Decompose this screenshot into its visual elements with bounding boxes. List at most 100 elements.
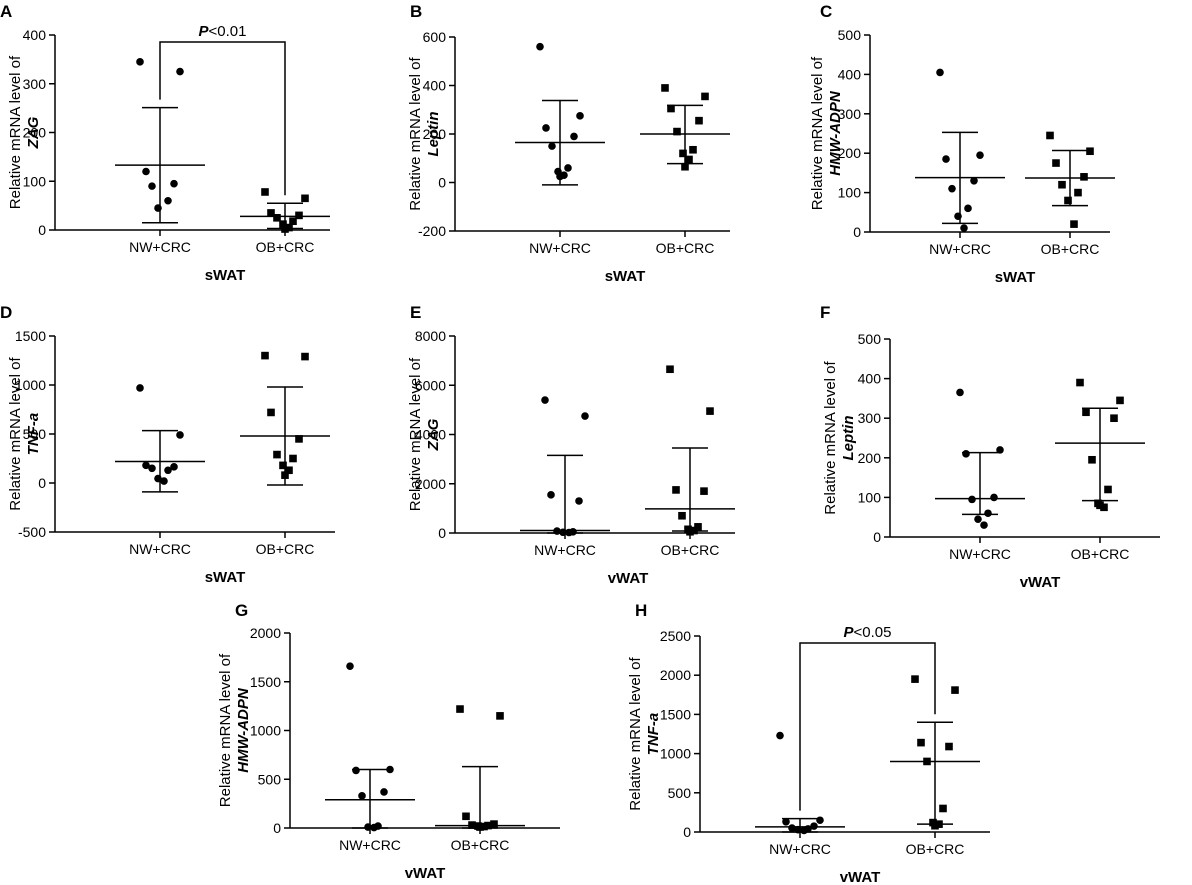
data-point (386, 765, 394, 774)
data-point (295, 211, 303, 220)
data-point (968, 495, 976, 504)
data-point (267, 209, 275, 217)
y-axis-gene-label: TNF-a (25, 413, 42, 456)
y-tick-label: 400 (423, 78, 447, 94)
data-point (695, 116, 703, 125)
series-nw-crc (515, 42, 605, 186)
data-point (289, 217, 297, 226)
data-point (931, 821, 939, 830)
y-axis-label: Relative mRNA level of (217, 653, 234, 807)
data-point (176, 67, 184, 76)
data-point (261, 188, 269, 196)
data-point (776, 731, 784, 740)
y-tick-label: 2000 (660, 667, 691, 683)
y-tick-label: 200 (23, 125, 47, 141)
data-point (279, 461, 287, 470)
y-axis-gene-label: Leptin (425, 112, 442, 157)
data-point (996, 446, 1004, 454)
x-axis-label: vWAT (608, 570, 649, 587)
significance-bracket (159, 41, 286, 196)
significance-value: <0.01 (209, 23, 247, 40)
y-tick-label: 1500 (15, 328, 46, 344)
y-tick-label: 0 (38, 475, 46, 491)
panel-A: A 0 100 200 300 400 NW+CRC OB+CRC sWAT Relative m… (0, 2, 330, 284)
panel-F: F 0 100 200 300 400 500 NW+CRC OB+CRC vWAT Relativ… (820, 303, 1160, 591)
data-point (358, 792, 366, 800)
x-tick-label: NW+CRC (129, 239, 191, 255)
panel-letter: F (820, 303, 830, 322)
data-point (1082, 408, 1090, 417)
data-point (285, 466, 293, 475)
y-axis-gene-label: HMW-ADPN (827, 90, 844, 176)
data-point (1070, 220, 1078, 228)
x-tick-label: OB+CRC (256, 239, 315, 255)
y-axis-label: Relative mRNA level of (7, 55, 24, 209)
data-point (1088, 455, 1096, 464)
series-nw-crc (915, 68, 1005, 232)
data-point (672, 486, 680, 494)
data-point (456, 705, 464, 713)
y-axis-label: Relative mRNA level of (809, 56, 826, 210)
data-point (667, 104, 675, 113)
data-point (1104, 485, 1112, 494)
data-point (666, 365, 674, 374)
y-tick-label: 500 (858, 331, 882, 347)
data-point (536, 42, 544, 51)
data-point (273, 450, 281, 459)
series-ob-crc (1025, 131, 1115, 228)
data-point (142, 461, 150, 470)
series-nw-crc (115, 58, 205, 224)
data-point (1064, 196, 1072, 205)
y-tick-label: 1500 (250, 674, 281, 690)
data-point (576, 112, 584, 120)
data-point (1116, 396, 1124, 405)
data-point (542, 124, 550, 132)
series-nw-crc (755, 731, 845, 835)
y-tick-label: 300 (23, 76, 47, 92)
data-point (681, 162, 689, 171)
y-tick-label: 0 (683, 824, 691, 840)
data-point (289, 454, 297, 463)
y-tick-label: 100 (858, 489, 882, 505)
data-point (261, 351, 269, 360)
x-axis-label: sWAT (205, 267, 246, 284)
y-tick-label: 0 (853, 224, 861, 240)
data-point (346, 662, 354, 670)
y-tick-label: 0 (438, 175, 446, 191)
y-tick-label: 200 (838, 145, 862, 161)
y-tick-label: 300 (838, 106, 862, 122)
y-tick-label: 6000 (415, 377, 446, 393)
data-point (170, 463, 178, 471)
data-point (301, 352, 309, 361)
data-point (706, 407, 714, 415)
significance-p: P (844, 624, 855, 641)
data-point (694, 523, 702, 531)
data-point (1058, 180, 1066, 189)
data-point (1074, 188, 1082, 197)
significance-bracket (799, 642, 936, 811)
y-tick-label: 400 (838, 66, 862, 82)
data-point (295, 435, 303, 443)
y-tick-label: 2000 (250, 625, 281, 641)
panel-D: D -500 0 500 1000 1500 NW+CRC OB+CRC sWAT Relativ… (0, 303, 335, 586)
data-point (1052, 159, 1060, 167)
data-point (948, 184, 956, 193)
data-point (685, 155, 693, 164)
x-tick-label: NW+CRC (339, 837, 401, 853)
panel-letter: E (410, 303, 421, 322)
series-nw-crc (115, 384, 205, 493)
data-point (279, 220, 287, 228)
data-point (285, 223, 293, 232)
data-point (148, 464, 156, 473)
x-tick-label: OB+CRC (1041, 241, 1100, 257)
data-point (816, 816, 824, 825)
data-point (689, 145, 697, 154)
series-ob-crc (640, 84, 730, 171)
y-axis-gene-label: HMW-ADPN (235, 687, 252, 773)
data-point (976, 151, 984, 159)
y-tick-label: 1000 (250, 723, 281, 739)
series-ob-crc (240, 188, 330, 233)
panel-G: G 0 500 1000 1500 2000 NW+CRC OB+CRC vWAT Relativ… (217, 601, 560, 882)
x-axis-label: vWAT (840, 869, 881, 885)
y-tick-label: 300 (858, 410, 882, 426)
